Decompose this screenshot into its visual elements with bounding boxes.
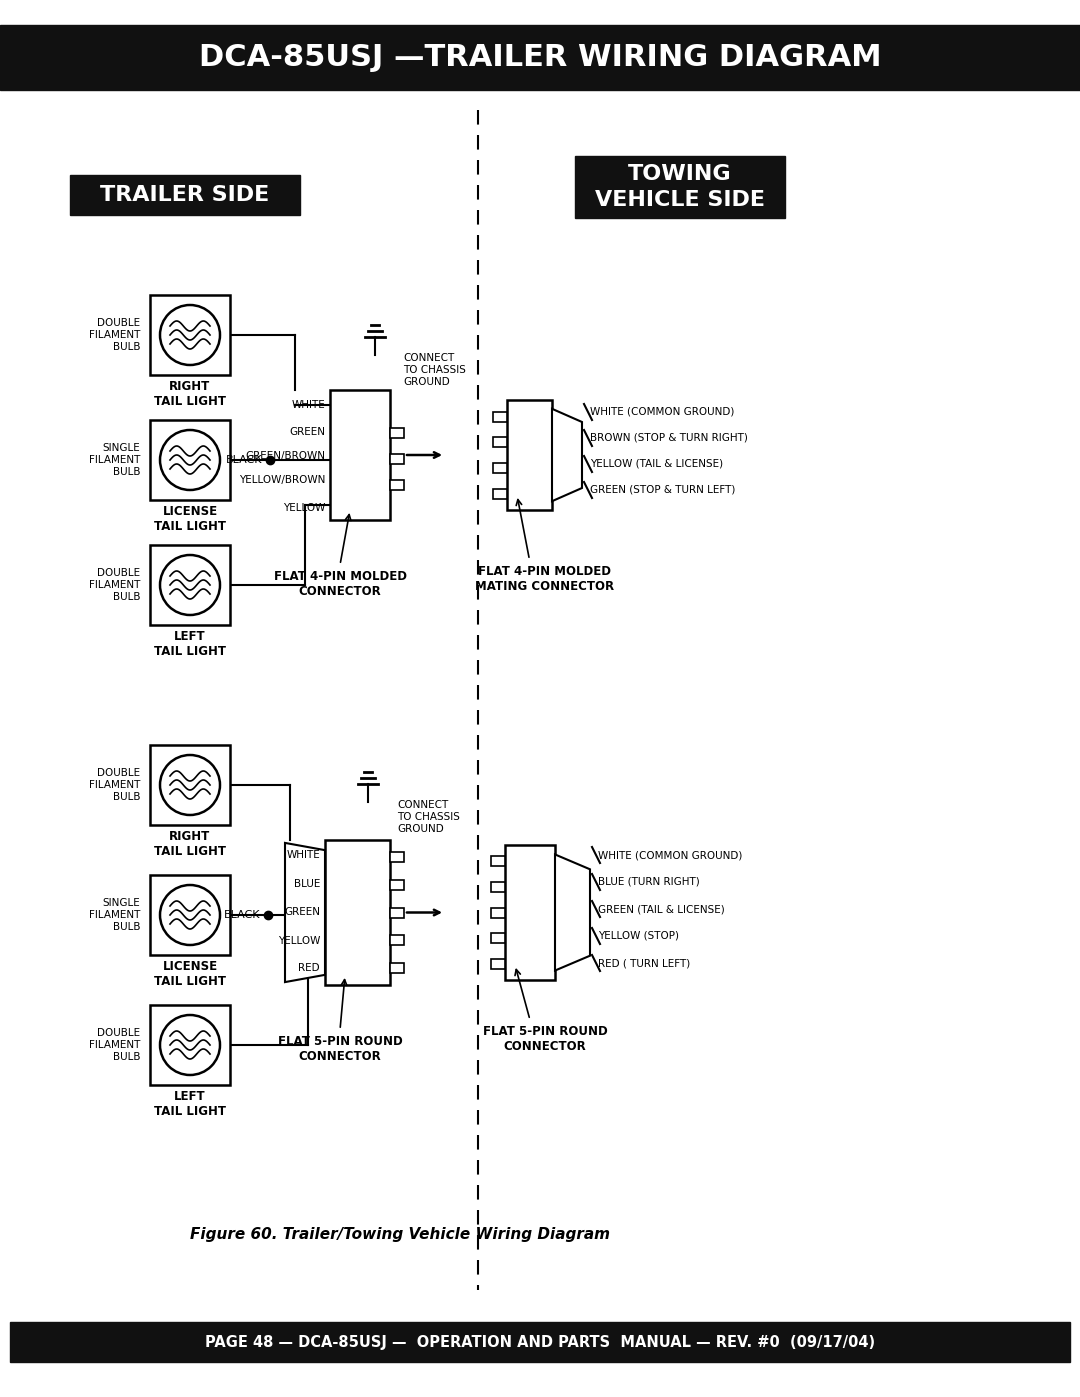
Text: DOUBLE
FILAMENT
BULB: DOUBLE FILAMENT BULB bbox=[89, 319, 140, 352]
Text: SINGLE
FILAMENT
BULB: SINGLE FILAMENT BULB bbox=[89, 443, 140, 476]
Text: GREEN/BROWN: GREEN/BROWN bbox=[245, 451, 325, 461]
Bar bbox=[150, 420, 230, 500]
Bar bbox=[390, 908, 404, 918]
Text: YELLOW (STOP): YELLOW (STOP) bbox=[598, 930, 679, 942]
Text: BLACK: BLACK bbox=[226, 455, 262, 465]
Text: DOUBLE
FILAMENT
BULB: DOUBLE FILAMENT BULB bbox=[89, 1028, 140, 1062]
Bar bbox=[150, 295, 230, 374]
Text: RED ( TURN LEFT): RED ( TURN LEFT) bbox=[598, 958, 690, 968]
Text: BROWN (STOP & TURN RIGHT): BROWN (STOP & TURN RIGHT) bbox=[590, 433, 747, 443]
Text: LEFT
TAIL LIGHT: LEFT TAIL LIGHT bbox=[154, 1090, 226, 1118]
Polygon shape bbox=[555, 855, 590, 971]
Bar bbox=[390, 852, 404, 862]
Bar bbox=[492, 437, 507, 447]
Text: RED: RED bbox=[298, 963, 320, 972]
Text: LICENSE
TAIL LIGHT: LICENSE TAIL LIGHT bbox=[154, 504, 226, 534]
Text: GREEN: GREEN bbox=[289, 427, 325, 437]
Text: RIGHT
TAIL LIGHT: RIGHT TAIL LIGHT bbox=[154, 830, 226, 858]
Bar bbox=[505, 845, 555, 981]
Text: YELLOW (TAIL & LICENSE): YELLOW (TAIL & LICENSE) bbox=[590, 460, 724, 469]
Bar bbox=[150, 875, 230, 956]
Text: CONNECT
TO CHASSIS
GROUND: CONNECT TO CHASSIS GROUND bbox=[397, 800, 460, 834]
Text: YELLOW: YELLOW bbox=[278, 936, 320, 946]
Bar bbox=[491, 856, 505, 866]
Text: PAGE 48 — DCA-85USJ —  OPERATION AND PARTS  MANUAL — REV. #0  (09/17/04): PAGE 48 — DCA-85USJ — OPERATION AND PART… bbox=[205, 1334, 875, 1350]
Bar bbox=[330, 390, 390, 520]
Bar bbox=[491, 908, 505, 918]
Text: DCA-85USJ —TRAILER WIRING DIAGRAM: DCA-85USJ —TRAILER WIRING DIAGRAM bbox=[199, 42, 881, 71]
Text: DOUBLE
FILAMENT
BULB: DOUBLE FILAMENT BULB bbox=[89, 569, 140, 602]
Bar bbox=[150, 1004, 230, 1085]
Text: FLAT 5-PIN ROUND
CONNECTOR: FLAT 5-PIN ROUND CONNECTOR bbox=[278, 1035, 403, 1063]
Text: WHITE: WHITE bbox=[292, 400, 325, 409]
Polygon shape bbox=[285, 842, 325, 982]
Text: LICENSE
TAIL LIGHT: LICENSE TAIL LIGHT bbox=[154, 960, 226, 988]
Text: GREEN: GREEN bbox=[284, 907, 320, 916]
Text: Figure 60. Trailer/Towing Vehicle Wiring Diagram: Figure 60. Trailer/Towing Vehicle Wiring… bbox=[190, 1228, 610, 1242]
Text: TRAILER SIDE: TRAILER SIDE bbox=[100, 184, 270, 205]
Text: SINGLE
FILAMENT
BULB: SINGLE FILAMENT BULB bbox=[89, 898, 140, 932]
Text: WHITE: WHITE bbox=[286, 849, 320, 861]
Bar bbox=[390, 880, 404, 890]
Bar bbox=[0, 25, 1080, 89]
Text: FLAT 4-PIN MOLDED
MATING CONNECTOR: FLAT 4-PIN MOLDED MATING CONNECTOR bbox=[475, 564, 615, 592]
Bar bbox=[491, 958, 505, 968]
Bar bbox=[507, 400, 552, 510]
Text: FLAT 4-PIN MOLDED
CONNECTOR: FLAT 4-PIN MOLDED CONNECTOR bbox=[273, 570, 406, 598]
Bar bbox=[325, 840, 390, 985]
Bar bbox=[390, 963, 404, 972]
Bar bbox=[390, 454, 404, 464]
Bar bbox=[10, 1322, 1070, 1362]
Bar bbox=[575, 156, 785, 218]
Text: LEFT
TAIL LIGHT: LEFT TAIL LIGHT bbox=[154, 630, 226, 658]
Polygon shape bbox=[552, 409, 582, 502]
Text: FLAT 5-PIN ROUND
CONNECTOR: FLAT 5-PIN ROUND CONNECTOR bbox=[483, 1025, 607, 1053]
Bar bbox=[492, 464, 507, 474]
Bar bbox=[390, 935, 404, 944]
Bar bbox=[491, 933, 505, 943]
Bar bbox=[150, 545, 230, 624]
Text: BLACK: BLACK bbox=[224, 909, 260, 921]
Text: YELLOW: YELLOW bbox=[283, 503, 325, 513]
Bar bbox=[491, 882, 505, 891]
Bar bbox=[390, 427, 404, 437]
Text: DOUBLE
FILAMENT
BULB: DOUBLE FILAMENT BULB bbox=[89, 768, 140, 802]
Bar bbox=[150, 745, 230, 826]
Text: BLUE (TURN RIGHT): BLUE (TURN RIGHT) bbox=[598, 877, 700, 887]
Text: CONNECT
TO CHASSIS
GROUND: CONNECT TO CHASSIS GROUND bbox=[403, 353, 465, 387]
Bar bbox=[492, 412, 507, 422]
Text: TOWING
VEHICLE SIDE: TOWING VEHICLE SIDE bbox=[595, 165, 765, 210]
Bar bbox=[70, 175, 300, 215]
Text: GREEN (TAIL & LICENSE): GREEN (TAIL & LICENSE) bbox=[598, 904, 725, 914]
Bar bbox=[390, 481, 404, 490]
Text: WHITE (COMMON GROUND): WHITE (COMMON GROUND) bbox=[598, 849, 742, 861]
Text: GREEN (STOP & TURN LEFT): GREEN (STOP & TURN LEFT) bbox=[590, 485, 735, 495]
Text: BLUE: BLUE bbox=[294, 879, 320, 888]
Text: WHITE (COMMON GROUND): WHITE (COMMON GROUND) bbox=[590, 407, 734, 416]
Text: RIGHT
TAIL LIGHT: RIGHT TAIL LIGHT bbox=[154, 380, 226, 408]
Text: YELLOW/BROWN: YELLOW/BROWN bbox=[239, 475, 325, 485]
Bar bbox=[492, 489, 507, 499]
